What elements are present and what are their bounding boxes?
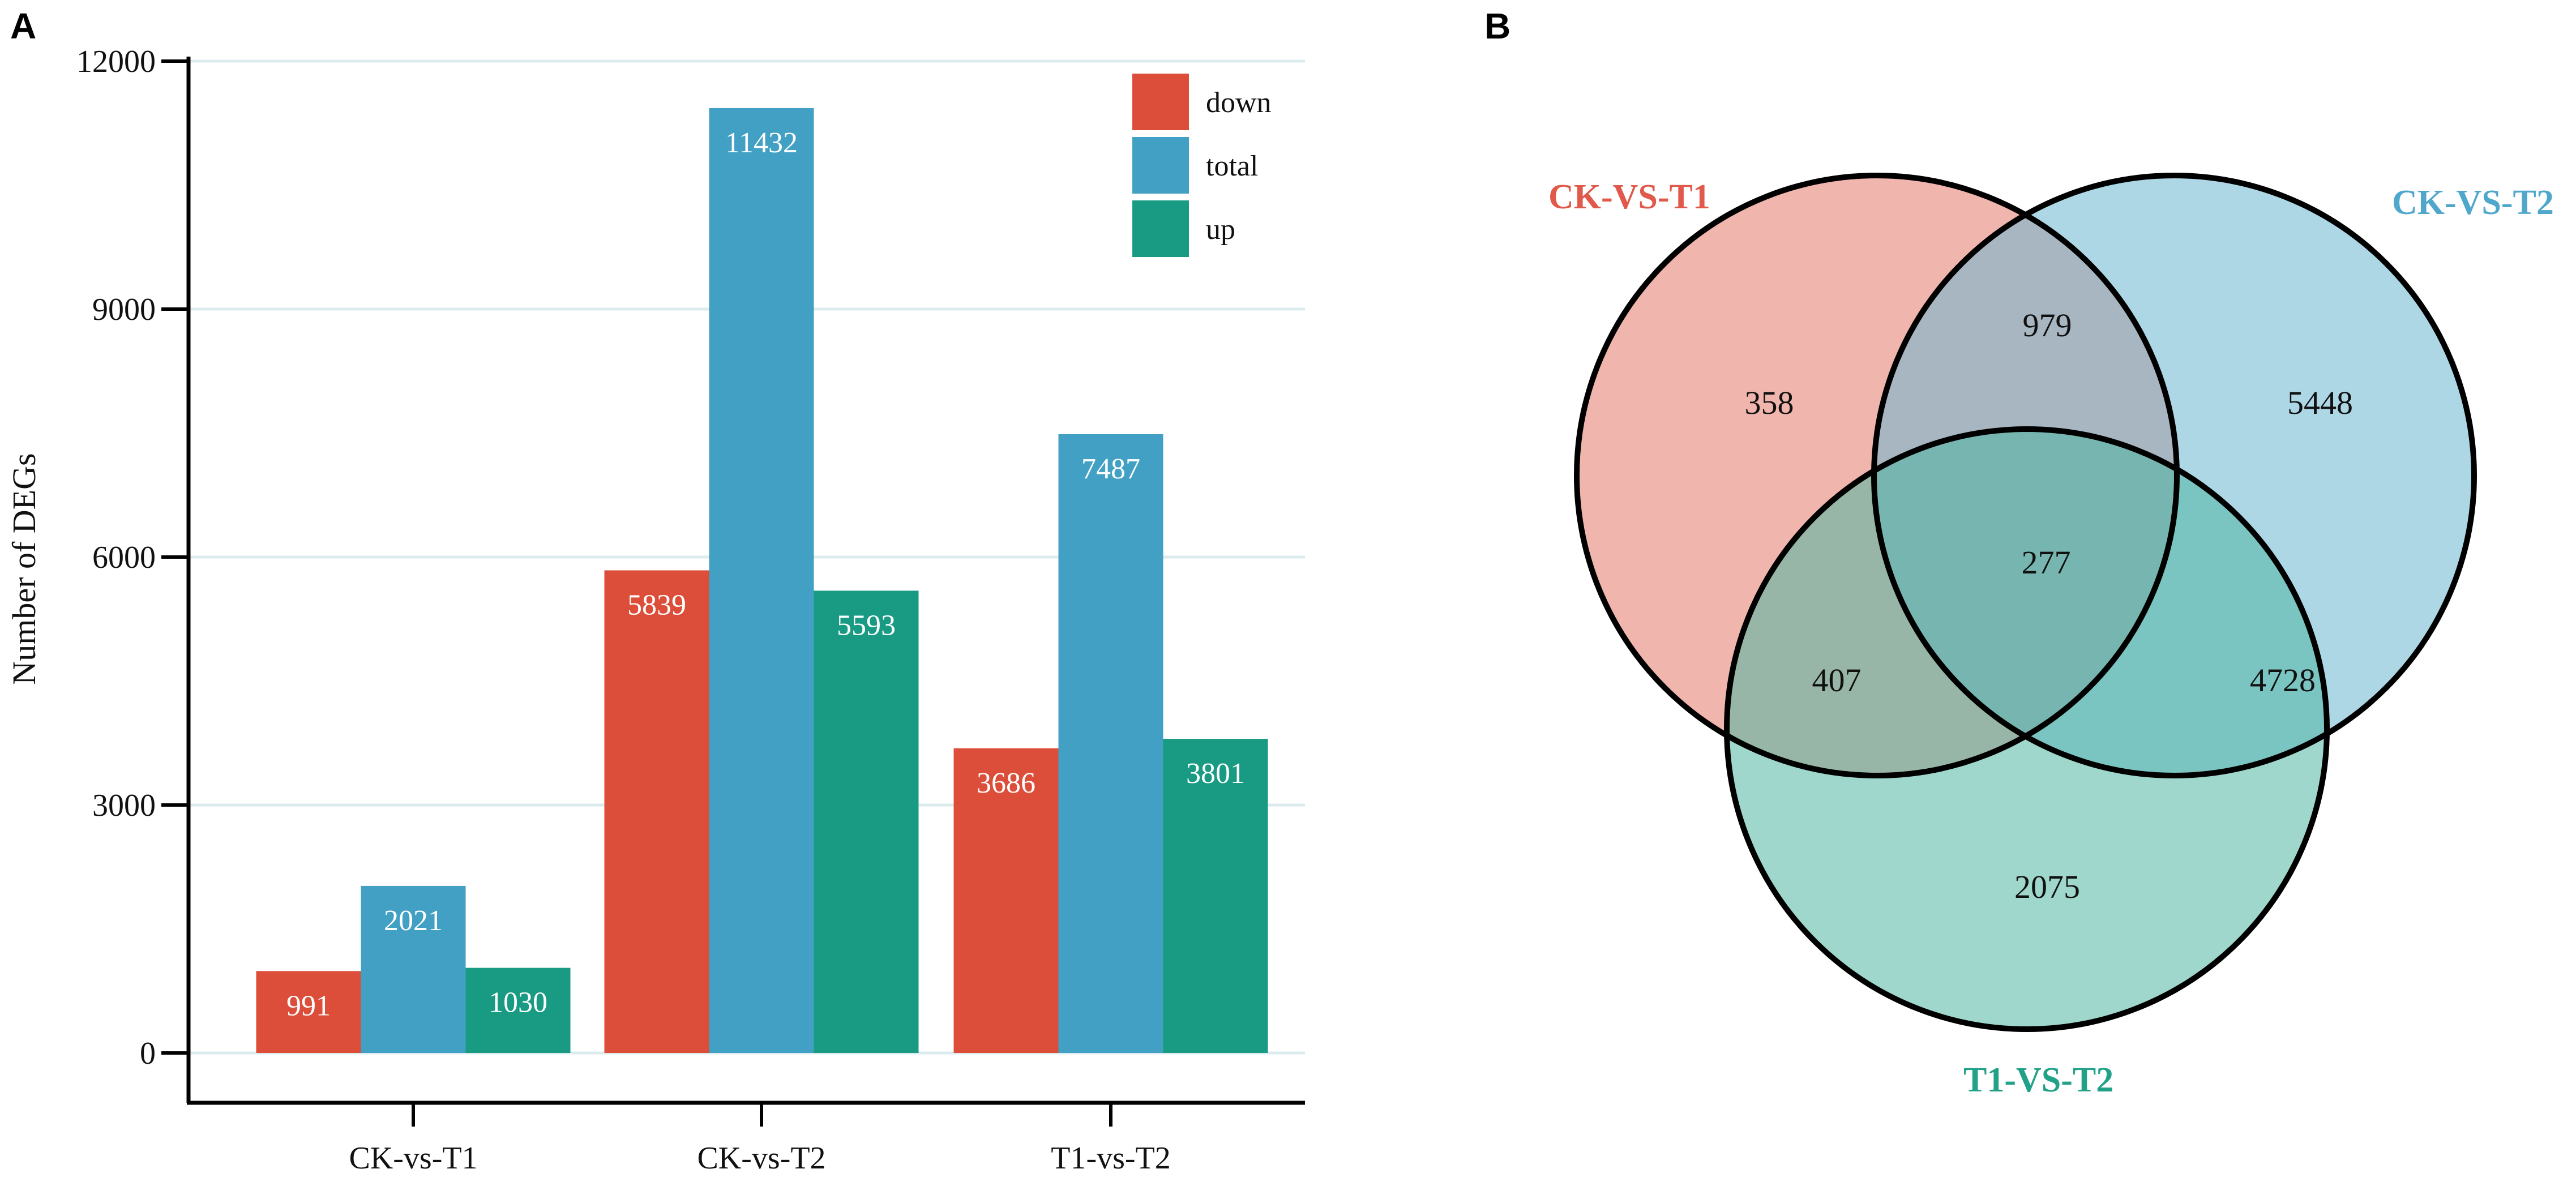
venn-region-ck-t1-and-ck-t2: 979 bbox=[2023, 307, 2072, 344]
x-ticks: CK-vs-T1 CK-vs-T2 T1-vs-T2 bbox=[349, 1103, 1171, 1176]
bars bbox=[256, 108, 1268, 1054]
legend-label-total: total bbox=[1206, 150, 1258, 182]
venn-outline bbox=[1724, 426, 2330, 1032]
venn-circle-t1-vs-t2 bbox=[1727, 429, 2327, 1029]
legend: down total up bbox=[1132, 74, 1272, 257]
venn-region-only-t1-vs-t2: 2075 bbox=[2014, 868, 2080, 905]
venn-region-ck-t1-and-t1-t2: 407 bbox=[1812, 662, 1862, 699]
bar-total bbox=[709, 108, 814, 1054]
bar-value-label: 2021 bbox=[384, 905, 443, 937]
bar-value-label: 1030 bbox=[489, 987, 547, 1019]
bar-down bbox=[256, 971, 361, 1053]
x-tick-label: CK-vs-T2 bbox=[697, 1141, 825, 1176]
venn-region-only-ck-vs-t1: 358 bbox=[1745, 384, 1794, 421]
legend-swatch-down bbox=[1132, 74, 1189, 130]
y-ticks: 0 3000 6000 9000 12000 bbox=[76, 44, 189, 1071]
bar-up bbox=[465, 967, 571, 1053]
venn-outline bbox=[1574, 173, 2180, 778]
bar-chart: 991 2021 1030 5839 11432 5593 3686 7487 3801 0 30… bbox=[6, 44, 1305, 1176]
bar-value-label: 7487 bbox=[1081, 453, 1140, 485]
venn-set-label-ck-vs-t2: CK-VS-T2 bbox=[2392, 183, 2554, 222]
legend-label-up: up bbox=[1206, 213, 1235, 246]
venn-region-ck-t2-and-t1-t2: 4728 bbox=[2250, 662, 2316, 699]
bar-total bbox=[1058, 434, 1163, 1054]
legend-swatch-up bbox=[1132, 200, 1189, 257]
venn-diagram: CK-VS-T1 CK-VS-T2 T1-VS-T2 358 5448 2075… bbox=[1548, 173, 2554, 1099]
venn-region-all-three: 277 bbox=[2022, 544, 2071, 581]
bar-value-label: 3801 bbox=[1186, 757, 1245, 790]
y-tick-label: 6000 bbox=[92, 540, 156, 575]
venn-outline bbox=[1871, 173, 2477, 778]
panel-a-letter: A bbox=[10, 6, 36, 46]
bar-value-labels: 991 2021 1030 5839 11432 5593 3686 7487 3801 bbox=[286, 127, 1245, 1022]
legend-swatch-total bbox=[1132, 137, 1189, 194]
y-tick-label: 9000 bbox=[92, 292, 156, 327]
y-tick-label: 0 bbox=[140, 1036, 156, 1071]
x-tick-label: T1-vs-T2 bbox=[1051, 1141, 1171, 1176]
bar-down bbox=[604, 570, 709, 1053]
legend-label-down: down bbox=[1206, 87, 1272, 119]
y-tick-label: 3000 bbox=[92, 788, 156, 823]
bar-value-label: 5593 bbox=[837, 609, 896, 641]
bar-total bbox=[361, 885, 466, 1053]
bar-value-label: 991 bbox=[286, 990, 331, 1022]
bar-up bbox=[1163, 739, 1268, 1053]
y-axis-label: Number of DEGs bbox=[6, 453, 42, 684]
venn-outlines bbox=[1574, 173, 2477, 1032]
y-tick-label: 12000 bbox=[76, 44, 156, 79]
bar-value-label: 3686 bbox=[977, 767, 1035, 799]
bar-value-label: 11432 bbox=[725, 127, 798, 159]
bar-value-label: 5839 bbox=[627, 589, 686, 622]
bar-up bbox=[814, 590, 919, 1053]
bar-down bbox=[953, 748, 1059, 1053]
panel-b-letter: B bbox=[1484, 6, 1510, 46]
venn-set-label-t1-vs-t2: T1-VS-T2 bbox=[1963, 1061, 2113, 1099]
x-tick-label: CK-vs-T1 bbox=[349, 1141, 477, 1176]
venn-set-label-ck-vs-t1: CK-VS-T1 bbox=[1548, 178, 1710, 216]
venn-region-only-ck-vs-t2: 5448 bbox=[2287, 384, 2353, 421]
